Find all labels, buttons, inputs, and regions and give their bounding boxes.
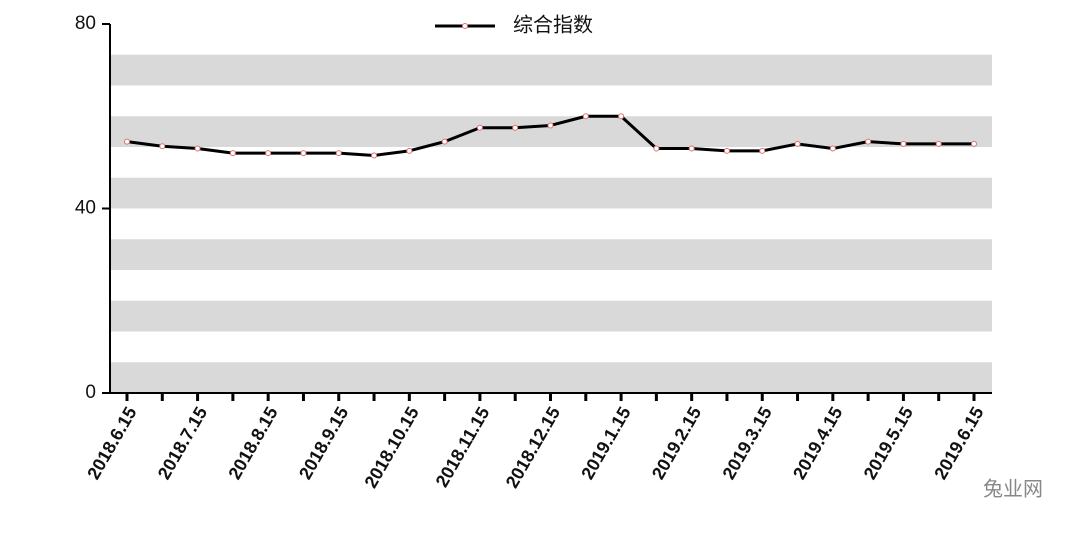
x-tick-label: 2019.6.15 <box>930 403 987 482</box>
point <box>159 143 166 150</box>
x-tick-label: 2018.8.15 <box>224 403 281 482</box>
point <box>194 145 201 152</box>
point <box>794 140 801 147</box>
x-tick-label: 2018.10.15 <box>361 403 423 491</box>
point <box>935 140 942 147</box>
point <box>300 150 307 157</box>
legend-marker <box>462 23 468 29</box>
x-tick-label: 2019.5.15 <box>860 403 917 482</box>
point <box>547 122 554 129</box>
point <box>829 145 836 152</box>
background-bands <box>110 54 992 393</box>
x-tick-label: 2019.4.15 <box>789 403 846 482</box>
stripe <box>110 177 992 209</box>
point <box>476 124 483 131</box>
point <box>229 150 236 157</box>
y-tick-label: 40 <box>75 198 96 219</box>
point <box>265 150 272 157</box>
point <box>653 145 660 152</box>
x-tick-label: 2018.12.15 <box>502 403 564 491</box>
stripe <box>110 239 992 270</box>
x-tick-label: 2018.11.15 <box>432 403 494 490</box>
watermark: 兔业网 <box>983 477 1043 500</box>
point <box>971 140 977 147</box>
point <box>124 138 130 145</box>
stripe <box>110 116 992 147</box>
x-tick-label: 2019.1.15 <box>577 403 634 482</box>
point <box>688 145 695 152</box>
legend-label: 综合指数 <box>513 13 593 36</box>
point <box>406 147 413 154</box>
point <box>759 147 766 154</box>
x-tick-label: 2019.2.15 <box>648 403 705 482</box>
point <box>900 140 907 147</box>
point <box>371 152 378 159</box>
stripe <box>110 362 992 393</box>
point <box>723 147 730 154</box>
point <box>335 150 342 157</box>
x-tick-label: 2019.3.15 <box>718 403 775 482</box>
x-tick-label: 2018.9.15 <box>295 403 352 482</box>
x-tick-label: 2018.7.15 <box>154 403 211 482</box>
point <box>512 124 519 131</box>
x-tick-label: 2018.6.15 <box>83 403 140 482</box>
point <box>582 113 589 120</box>
stripe <box>110 300 992 332</box>
point <box>865 138 872 145</box>
y-tick-label: 80 <box>75 13 96 34</box>
stripe <box>110 54 992 86</box>
point <box>441 138 448 145</box>
y-tick-label: 0 <box>85 382 96 403</box>
point <box>618 113 625 120</box>
